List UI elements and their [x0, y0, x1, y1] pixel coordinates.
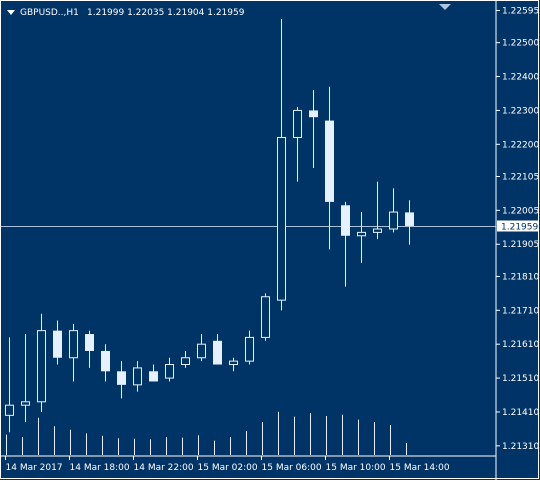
candle-body-bull — [229, 360, 238, 366]
candle — [309, 90, 318, 169]
time-tick-label: 14 Mar 18:00 — [70, 463, 130, 473]
candle-body-bear — [405, 212, 414, 226]
candle-body-bull — [181, 357, 190, 366]
candle — [261, 293, 270, 341]
candle — [165, 357, 174, 382]
candle-body-bull — [261, 296, 270, 338]
candle-body-bear — [341, 205, 350, 236]
current-price-badge-bg — [497, 220, 538, 232]
candle — [37, 313, 46, 412]
candle — [293, 107, 302, 182]
shift-triangle-icon[interactable] — [439, 4, 451, 10]
candle-body-bull — [165, 364, 174, 379]
candle-body-bull — [373, 228, 382, 233]
time-tick-label: 15 Mar 06:00 — [262, 463, 322, 473]
candle — [277, 18, 286, 311]
candle-body-bear — [117, 371, 126, 385]
price-tick-label: 1.21710 — [502, 306, 539, 316]
candle-body-bull — [37, 330, 46, 403]
price-tick-label: 1.22595 — [502, 6, 539, 16]
candle — [373, 181, 382, 240]
candle — [405, 200, 414, 245]
price-axis[interactable]: 1.22595 1.22500 1.22400 1.22300 1.22200 1.221… — [496, 6, 539, 452]
candle — [357, 212, 366, 263]
candle-body-bear — [85, 334, 94, 351]
candle-body-bear — [325, 120, 334, 202]
candle-body-bull — [245, 336, 254, 362]
time-tick-label: 14 Mar 2017 — [6, 463, 63, 473]
price-tick-label: 1.22500 — [502, 39, 539, 49]
candle-layer — [5, 18, 414, 433]
candle — [69, 323, 78, 382]
candle — [101, 344, 110, 382]
candle — [117, 361, 126, 399]
candle — [5, 337, 14, 433]
price-tick-label: 1.22005 — [502, 206, 539, 216]
time-tick-label: 14 Mar 22:00 — [134, 463, 194, 473]
candle-body-bull — [197, 343, 206, 359]
price-tick-label: 1.22300 — [502, 106, 539, 116]
time-tick-label: 15 Mar 14:00 — [390, 463, 450, 473]
symbol-label: GBPUSD..,H1 — [20, 8, 79, 18]
current-price-badge: 1.21959 — [497, 220, 538, 233]
price-tick-label: 1.21510 — [502, 374, 539, 384]
triangle-down-icon[interactable] — [7, 10, 15, 15]
candle-body-bear — [53, 330, 62, 358]
candle — [325, 86, 334, 250]
candle — [181, 350, 190, 368]
candle — [341, 201, 350, 287]
time-axis[interactable]: 14 Mar 2017 14 Mar 18:00 14 Mar 22:00 15 Ma… — [5, 456, 450, 473]
candle-body-bear — [101, 350, 110, 372]
price-tick-label: 1.21410 — [502, 408, 539, 418]
candle-body-bull — [69, 330, 78, 359]
candle-body-bull — [5, 404, 14, 416]
candle — [213, 334, 222, 365]
candle — [229, 357, 238, 372]
candle — [149, 364, 158, 382]
price-tick-label: 1.21310 — [502, 442, 539, 452]
candle-body-bull — [357, 231, 366, 237]
price-tick-label: 1.22105 — [502, 172, 539, 182]
candle-body-bull — [293, 109, 302, 139]
candle-body-bear — [309, 110, 318, 118]
price-tick-label: 1.21810 — [502, 272, 539, 282]
candle-body-bull — [389, 211, 398, 230]
candle-body-bull — [133, 367, 142, 386]
candle-body-bull — [21, 401, 30, 406]
price-tick-label: 1.22400 — [502, 73, 539, 83]
candle-body-bull — [277, 137, 286, 301]
candle — [53, 320, 62, 365]
price-tick-label: 1.21610 — [502, 340, 539, 350]
volume-layer — [6, 411, 407, 455]
candle-body-bear — [213, 340, 222, 365]
candle — [21, 334, 30, 423]
price-tick-label: 1.22200 — [502, 140, 539, 150]
ohlc-values: 1.21999 1.22035 1.21904 1.21959 — [87, 8, 245, 18]
candle — [85, 330, 94, 368]
current-price-label: 1.21959 — [501, 223, 538, 233]
candle — [197, 334, 206, 362]
candle-body-bear — [149, 371, 158, 382]
time-tick-label: 15 Mar 02:00 — [198, 463, 258, 473]
price-tick-label: 1.21905 — [502, 240, 539, 250]
candle — [245, 330, 254, 365]
candle — [133, 361, 142, 392]
candle — [389, 188, 398, 233]
time-tick-label: 15 Mar 10:00 — [326, 463, 386, 473]
